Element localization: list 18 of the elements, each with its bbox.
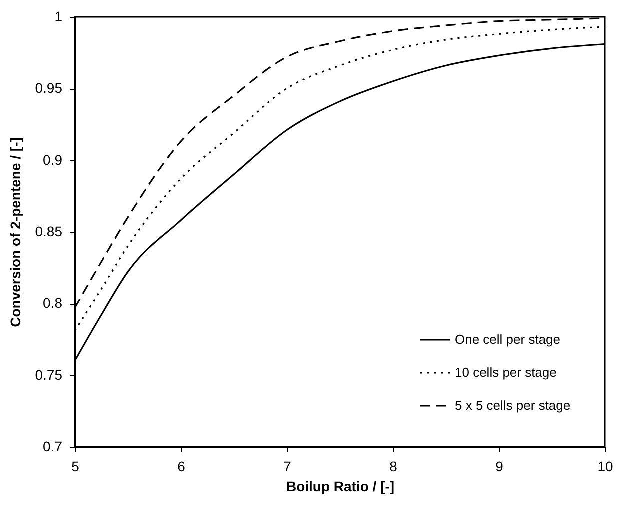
legend-label: One cell per stage (455, 332, 561, 347)
y-tick-label: 0.8 (43, 295, 63, 312)
y-tick-label: 0.85 (35, 224, 63, 240)
y-tick-label: 0.9 (43, 152, 63, 168)
legend-label: 10 cells per stage (455, 365, 557, 380)
x-axis-title: Boilup Ratio / [-] (286, 478, 395, 494)
y-tick-label: 0.95 (35, 80, 63, 96)
x-tick-label: 7 (284, 458, 292, 474)
y-tick-label: 1 (54, 8, 63, 24)
y-axis-title: Conversion of 2-pentene / [-] (7, 138, 24, 328)
x-tick-label: 6 (178, 458, 186, 474)
y-tick-label: 0.75 (35, 366, 63, 383)
y-tick-label: 0.7 (43, 438, 63, 454)
legend-label: 5 x 5 cells per stage (455, 398, 571, 413)
x-tick-label: 9 (496, 458, 504, 474)
x-tick-label: 10 (598, 458, 614, 474)
x-tick-label: 8 (390, 458, 398, 474)
x-tick-label: 5 (72, 458, 80, 474)
